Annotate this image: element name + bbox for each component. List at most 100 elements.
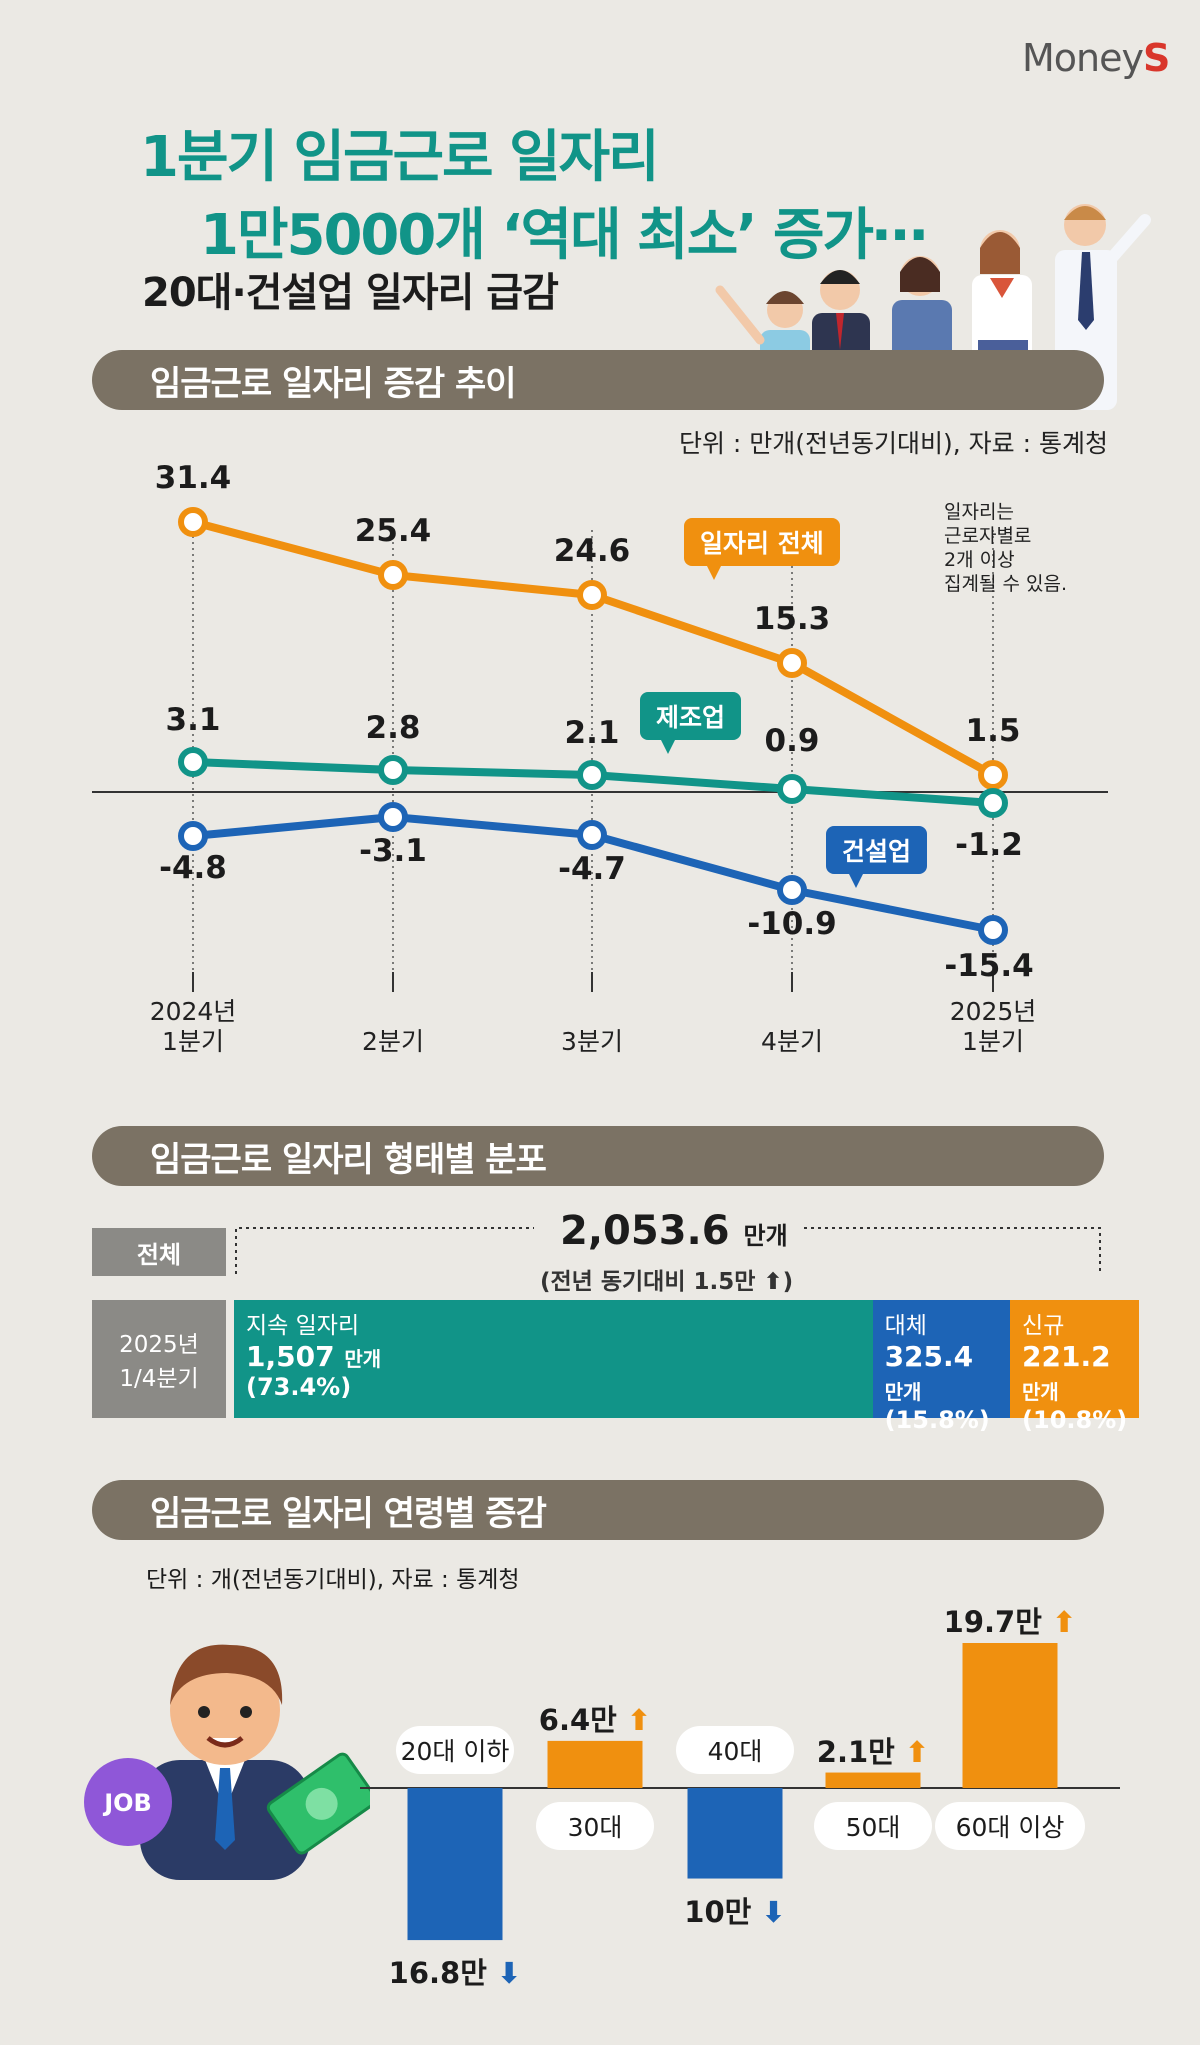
data-point — [378, 560, 408, 590]
arrow-up-icon: ⬆ — [1052, 1605, 1077, 1639]
side-note-line: 근로자별로 — [944, 525, 1032, 547]
job-character-illustration: JOB — [84, 1644, 370, 1880]
age-value-label: 2.1만 ⬆ — [793, 1729, 953, 1771]
data-point — [577, 760, 607, 790]
age-value-label: 10만 ⬇ — [655, 1889, 815, 1931]
age-value-number: 2.1만 — [816, 1734, 905, 1769]
data-point — [978, 760, 1008, 790]
age-value-number: 6.4만 — [538, 1702, 627, 1737]
period-label: 2025년 1/4분기 — [92, 1300, 226, 1418]
age-bar — [825, 1772, 921, 1788]
segment-name: 신규 — [1022, 1313, 1065, 1339]
total-value: 2,053.6 만개 — [560, 1208, 788, 1254]
data-point — [777, 875, 807, 905]
title-line-2: 1만5000개 ‘역대 최소’ 증가⋯ — [200, 203, 928, 268]
segment-name: 지속 일자리 — [246, 1313, 360, 1339]
series-tag-construction: 건설업 — [826, 826, 928, 888]
trend-line-chart: 2024년 1분기 2분기 3분기 4분기 2025년 1분기 31.4 25.4 24.6 15.… — [92, 460, 1108, 1056]
data-label: 3.1 — [166, 702, 221, 738]
data-point — [178, 821, 208, 851]
age-category-label: 50대 — [814, 1802, 932, 1850]
age-category-label: 20대 이하 — [396, 1726, 514, 1774]
x-tick-label: 2024년 1분기 — [150, 997, 237, 1056]
arrow-up-icon: ⬆ — [904, 1734, 930, 1769]
data-point — [978, 788, 1008, 818]
data-point — [978, 915, 1008, 945]
data-label: 2.1 — [565, 715, 620, 751]
section-age-header: 임금근로 일자리 연령별 증감 — [92, 1480, 1104, 1540]
arrow-up-icon: ⬆ — [626, 1702, 652, 1737]
arrow-down-icon: ⬇ — [761, 1894, 786, 1929]
arrow-down-icon: ⬇ — [497, 1956, 522, 1991]
side-note: 일자리는 근로자별로 2개 이상 집계될 수 있음. — [944, 500, 1067, 596]
age-bar — [962, 1643, 1058, 1788]
data-label: 24.6 — [554, 533, 631, 569]
segment-value: 325.4 만개 — [884, 1340, 974, 1404]
data-point — [577, 820, 607, 850]
total-label: 전체 — [92, 1228, 226, 1276]
segment-value: 221.2 만개 — [1022, 1340, 1111, 1404]
data-point — [777, 774, 807, 804]
money-icon — [266, 1752, 370, 1855]
total-value-number: 2,053.6 — [560, 1208, 730, 1254]
data-label: -4.8 — [159, 850, 227, 886]
age-value-label: 19.7만 ⬆ — [930, 1599, 1090, 1641]
series-tag-manufacturing: 제조업 — [640, 692, 742, 754]
x-tick-label: 2025년 1분기 — [950, 997, 1037, 1056]
segment-name: 대체 — [884, 1313, 927, 1339]
age-unit-note: 단위 : 개(전년동기대비), 자료 : 통계청 — [146, 1567, 520, 1593]
data-point — [178, 747, 208, 777]
side-note-line: 일자리는 — [944, 501, 1014, 523]
x-tick-label: 4분기 — [761, 1027, 823, 1056]
age-bar — [407, 1788, 503, 1941]
data-point — [378, 802, 408, 832]
age-category-label: 30대 — [536, 1802, 654, 1850]
data-point — [577, 580, 607, 610]
data-point — [777, 648, 807, 678]
age-category-label: 40대 — [676, 1726, 794, 1774]
section-form-header: 임금근로 일자리 형태별 분포 — [92, 1126, 1104, 1186]
period-year: 2025년 — [119, 1332, 199, 1358]
brand-suffix: S — [1143, 36, 1170, 80]
data-label: -4.7 — [558, 851, 626, 887]
age-category-label: 60대 이상 — [935, 1802, 1085, 1850]
segment-share: (15.8%) — [884, 1406, 990, 1434]
age-bar — [547, 1740, 643, 1788]
job-badge-icon: JOB — [84, 1758, 172, 1846]
total-change-note: (전년 동기대비 1.5만 ⬆) — [540, 1269, 794, 1295]
data-label: 31.4 — [155, 460, 232, 496]
data-label: -10.9 — [747, 906, 836, 942]
segment-share: (10.8%) — [1022, 1406, 1128, 1434]
x-tick-label: 2분기 — [362, 1027, 424, 1056]
form-stacked-bar: 지속 일자리 1,507 만개 (73.4%) 대체 325.4 만개 (15.8%) 신규… — [234, 1300, 1140, 1434]
period-quarter: 1/4분기 — [119, 1366, 199, 1392]
data-point — [378, 755, 408, 785]
brand-name: Money — [1022, 36, 1144, 80]
data-label: 1.5 — [966, 713, 1021, 749]
series-tag-total: 일자리 전체 — [684, 518, 840, 580]
side-note-line: 집계될 수 있음. — [944, 573, 1067, 595]
age-value-number: 10만 — [684, 1894, 762, 1929]
form-segment: 지속 일자리 1,507 만개 (73.4%) — [234, 1300, 873, 1418]
data-label: 0.9 — [765, 723, 820, 759]
data-label: -15.4 — [944, 948, 1033, 984]
data-label: -3.1 — [359, 833, 427, 869]
age-value-number: 19.7만 — [943, 1605, 1052, 1639]
side-note-line: 2개 이상 — [944, 549, 1015, 571]
age-value-label: 16.8만 ⬇ — [375, 1950, 535, 1992]
age-value-number: 16.8만 — [388, 1956, 497, 1991]
title-line-1: 1분기 임금근로 일자리 — [140, 125, 660, 190]
subtitle: 20대·건설업 일자리 급감 — [142, 270, 559, 316]
trend-unit-note: 단위 : 만개(전년동기대비), 자료 : 통계청 — [678, 429, 1108, 458]
data-label: 15.3 — [754, 601, 831, 637]
form-segment: 대체 325.4 만개 (15.8%) — [872, 1300, 1011, 1434]
x-tick-label: 3분기 — [561, 1027, 623, 1056]
data-label: 25.4 — [355, 513, 432, 549]
job-badge-text: JOB — [102, 1789, 152, 1817]
total-value-unit: 만개 — [743, 1222, 788, 1250]
section-trend-header: 임금근로 일자리 증감 추이 — [92, 350, 1104, 410]
data-label: 2.8 — [366, 710, 421, 746]
brand-logo: MoneyS — [1022, 36, 1170, 80]
data-label: -1.2 — [955, 827, 1023, 863]
age-bar-chart — [360, 1643, 1120, 1941]
